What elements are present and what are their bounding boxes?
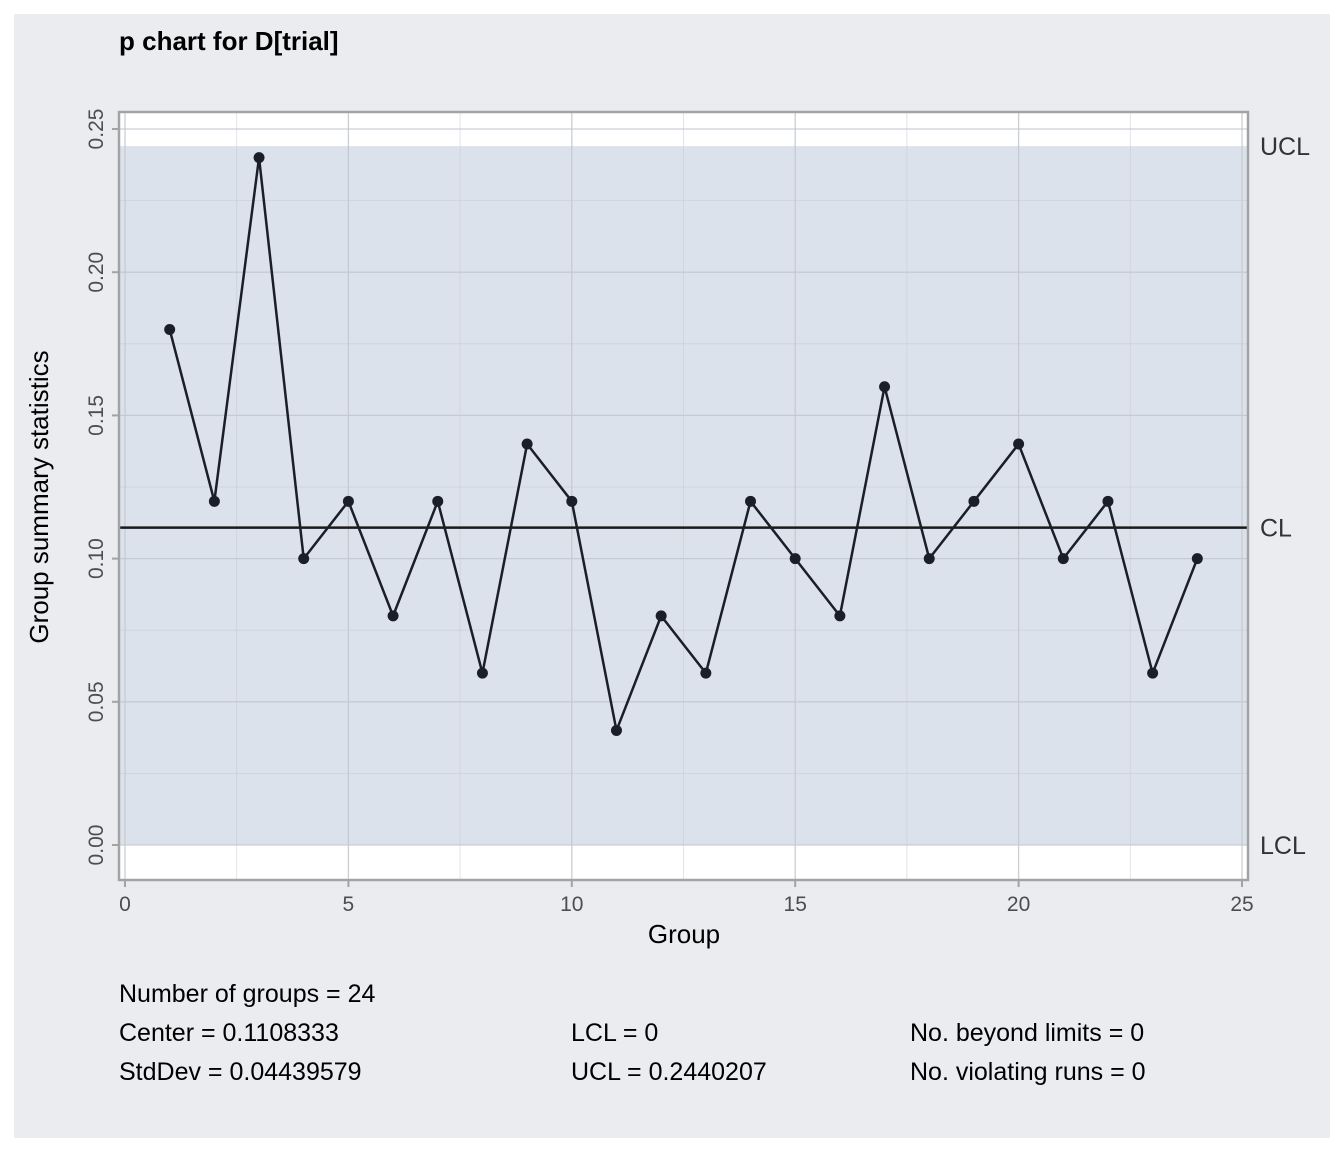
data-point — [208, 495, 220, 507]
chart-title: p chart for D[trial] — [119, 26, 339, 56]
x-tick-label: 10 — [560, 893, 583, 916]
data-point — [745, 495, 757, 507]
data-point — [1102, 495, 1114, 507]
y-tick-label: 0.15 — [85, 395, 108, 436]
data-point — [566, 495, 578, 507]
x-tick-label: 20 — [1007, 893, 1030, 916]
data-point — [700, 667, 712, 679]
cl-label: CL — [1260, 515, 1292, 543]
stat-center: Center = 0.1108333 — [119, 1019, 339, 1047]
series-line — [168, 156, 1199, 732]
data-point — [655, 610, 667, 622]
data-point — [342, 495, 354, 507]
data-point — [253, 152, 265, 164]
x-axis-label: Group — [648, 919, 720, 949]
x-tick-label: 25 — [1230, 893, 1253, 916]
y-tick-label: 0.25 — [85, 109, 108, 150]
data-point — [1191, 553, 1203, 565]
data-point — [923, 553, 935, 565]
data-point — [1147, 667, 1159, 679]
stat-violating-runs: No. violating runs = 0 — [910, 1058, 1146, 1086]
x-tick-label: 15 — [784, 893, 807, 916]
data-point — [298, 553, 310, 565]
data-point — [834, 610, 846, 622]
lcl-label: LCL — [1260, 832, 1306, 860]
data-point — [968, 495, 980, 507]
data-point — [476, 667, 488, 679]
data-point — [1057, 553, 1069, 565]
p-chart: p chart for D[trial] 0 5 10 15 20 25 0.00 0.05 0… — [24, 26, 1310, 949]
data-point — [610, 724, 622, 736]
data-point — [164, 323, 176, 335]
chart-frame: p chart for D[trial] 0 5 10 15 20 25 0.00 0.05 0… — [14, 14, 1330, 1138]
x-tick-label: 5 — [343, 893, 355, 916]
y-tick-label: 0.20 — [85, 252, 108, 293]
ucl-label: UCL — [1260, 133, 1310, 161]
data-point — [1013, 438, 1025, 450]
stat-beyond-limits: No. beyond limits = 0 — [910, 1019, 1145, 1047]
stat-ucl: UCL = 0.2440207 — [571, 1058, 767, 1086]
x-tick-label: 0 — [119, 893, 131, 916]
plot-border — [117, 110, 1250, 882]
data-point — [432, 495, 444, 507]
stat-number-of-groups: Number of groups = 24 — [119, 980, 376, 1008]
data-point — [521, 438, 533, 450]
y-axis-label: Group summary statistics — [24, 350, 54, 643]
y-tick-label: 0.00 — [85, 825, 108, 866]
data-point — [387, 610, 399, 622]
data-point — [879, 381, 891, 393]
stat-stddev: StdDev = 0.04439579 — [119, 1058, 362, 1086]
data-point — [789, 553, 801, 565]
y-tick-label: 0.05 — [85, 681, 108, 722]
y-tick-label: 0.10 — [85, 538, 108, 579]
stat-lcl: LCL = 0 — [571, 1019, 659, 1047]
